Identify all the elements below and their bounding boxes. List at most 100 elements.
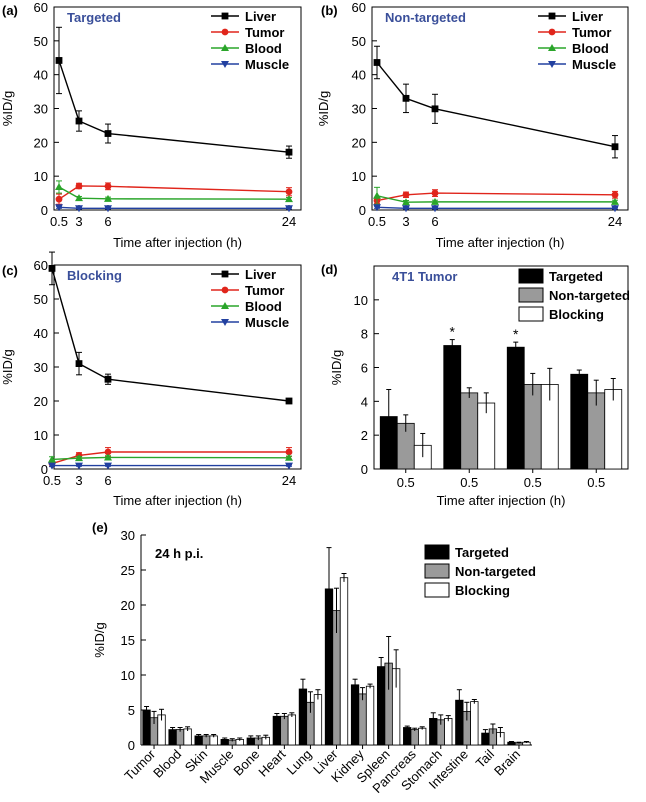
y-tick-label: 0 — [41, 462, 48, 477]
series-line-blood — [51, 456, 290, 461]
y-axis-label: %ID/g — [92, 622, 107, 657]
x-tick-label: 3 — [75, 214, 82, 229]
chart-title: Blocking — [67, 268, 122, 283]
panel-label: (a) — [2, 3, 18, 18]
data-point-liver — [402, 94, 410, 102]
y-tick-label: 4 — [361, 394, 368, 409]
data-point-muscle — [104, 205, 112, 213]
y-tick-label: 20 — [34, 135, 48, 150]
data-point-liver — [285, 148, 293, 156]
legend-marker — [221, 28, 229, 36]
y-tick-label: 10 — [121, 668, 135, 683]
legend-label: Blood — [245, 299, 282, 314]
x-tick-label: 24 — [282, 214, 296, 229]
x-tick-label: 0.5 — [460, 475, 478, 490]
data-point-blood — [48, 455, 56, 463]
x-tick-label: Lung — [283, 747, 314, 778]
y-tick-label: 30 — [34, 360, 48, 375]
data-point-liver — [104, 130, 112, 137]
data-point-liver — [55, 57, 63, 64]
x-tick-label: 3 — [402, 214, 409, 229]
data-point-muscle — [104, 462, 112, 470]
data-point-liver — [611, 143, 619, 151]
line-chart-2: (c) 0 10 20 30 40 50 60 0.5 3 6 24 Time after inject… — [0, 251, 302, 508]
legend-label: Blood — [245, 41, 282, 56]
data-point-blood — [75, 454, 83, 462]
data-point-muscle — [285, 205, 293, 213]
y-tick-label: 0 — [41, 203, 48, 218]
y-tick-label: 20 — [121, 598, 135, 613]
bar-targeted — [403, 727, 412, 746]
legend-label: Non-targeted — [455, 564, 536, 579]
legend-marker — [221, 319, 229, 326]
y-tick-label: 60 — [34, 0, 48, 15]
legend-swatch — [518, 287, 544, 303]
chart-title: 24 h p.i. — [155, 546, 203, 561]
data-point-liver — [75, 117, 83, 125]
x-tick-label: 0.5 — [368, 214, 386, 229]
x-tick-label: Blood — [150, 747, 184, 781]
bar-blocking — [604, 389, 623, 470]
panel-label: (c) — [2, 263, 18, 278]
bar-non-targeted — [460, 392, 479, 470]
legend-swatch — [518, 306, 544, 322]
chart-title: 4T1 Tumor — [392, 269, 458, 284]
y-tick-label: 6 — [361, 361, 368, 376]
data-point-blood — [55, 182, 63, 190]
x-tick-label: Bone — [230, 747, 262, 779]
line-chart-1: (b) 0 10 20 30 40 50 60 0.5 3 6 24 Time after inject… — [316, 0, 629, 250]
y-tick-label: 10 — [34, 169, 48, 184]
legend-marker — [548, 28, 556, 36]
x-axis-label: Time after injection (h) — [437, 493, 566, 508]
legend-marker — [221, 44, 229, 51]
y-tick-label: 60 — [34, 258, 48, 273]
bar-blocking — [287, 714, 297, 746]
x-tick-label: 6 — [104, 214, 111, 229]
series-line-liver — [51, 268, 290, 402]
y-tick-label: 10 — [352, 169, 366, 184]
y-axis-label: %ID/g — [0, 91, 15, 126]
data-point-liver — [48, 265, 56, 272]
x-tick-label: 0.5 — [587, 475, 605, 490]
bar-blocking — [365, 685, 375, 746]
legend-marker — [221, 61, 229, 68]
series-line-liver — [58, 60, 290, 153]
legend-label: Blocking — [549, 307, 604, 322]
x-tick-label: 0.5 — [524, 475, 542, 490]
y-tick-label: 10 — [34, 428, 48, 443]
data-point-liver — [431, 105, 439, 113]
panel-label: (d) — [321, 262, 338, 277]
panel-label: (b) — [321, 3, 338, 18]
y-tick-label: 20 — [34, 394, 48, 409]
legend-label: Blood — [572, 41, 609, 56]
legend-label: Liver — [245, 267, 276, 282]
y-tick-label: 0 — [128, 738, 135, 753]
bar-targeted — [376, 666, 386, 746]
y-tick-label: 40 — [34, 326, 48, 341]
data-point-muscle — [48, 462, 56, 470]
bar-blocking — [418, 727, 427, 746]
data-point-tumor — [611, 191, 619, 199]
bar-blocking — [444, 718, 453, 746]
data-point-muscle — [55, 204, 63, 212]
series-line-blood — [376, 195, 615, 203]
x-tick-label: 3 — [75, 473, 82, 488]
line-chart-0: (a) 0 10 20 30 40 50 60 0.5 3 6 24 Time after inject… — [0, 0, 302, 250]
chart-title: Non-targeted — [385, 10, 466, 25]
bar-chart-3: (d) 0 2 4 6 8 10 0.5 0.5 0.5 0.5 * * Time after injec… — [321, 262, 630, 508]
x-axis-label: Time after injection (h) — [436, 235, 565, 250]
x-tick-label: 24 — [282, 473, 296, 488]
data-point-blood — [104, 453, 112, 461]
data-point-tumor — [55, 195, 63, 203]
y-tick-label: 15 — [121, 633, 135, 648]
y-tick-label: 5 — [128, 703, 135, 718]
legend-swatch — [424, 563, 450, 579]
data-point-tumor — [431, 189, 439, 197]
y-tick-label: 20 — [352, 135, 366, 150]
y-tick-label: 40 — [34, 68, 48, 83]
data-point-tumor — [285, 448, 293, 456]
legend-label: Tumor — [245, 283, 284, 298]
data-point-muscle — [285, 462, 293, 470]
bar-non-targeted — [358, 693, 367, 746]
data-point-muscle — [611, 205, 619, 213]
